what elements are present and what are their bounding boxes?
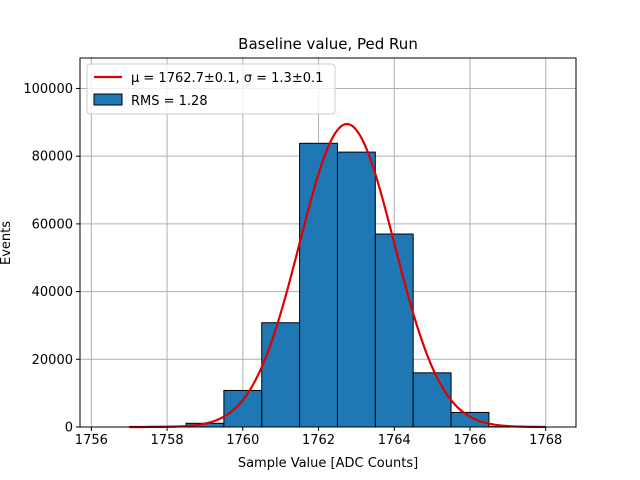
y-axis-ticks: 0 20000 40000 60000 80000 100000 (23, 82, 80, 436)
y-tick-label: 60000 (32, 217, 73, 232)
y-axis-label: Events (0, 221, 14, 265)
plot-frame (79, 57, 577, 428)
y-tick-label: 40000 (32, 285, 73, 300)
x-tick-label: 1762 (302, 433, 335, 448)
gaussian-fit-curve (129, 122, 546, 429)
histogram-bar (299, 142, 338, 428)
legend-fit-label: μ = 1762.7±0.1, σ = 1.3±0.1 (131, 71, 323, 86)
legend-histogram-swatch (93, 93, 123, 106)
x-axis-ticks: 1756 1758 1760 1762 1764 1766 1768 (75, 427, 562, 448)
y-tick-label: 100000 (23, 82, 73, 97)
x-tick-label: 1766 (453, 433, 486, 448)
y-tick-label: 0 (65, 421, 73, 436)
histogram-bar (336, 151, 376, 428)
histogram-bar (261, 322, 301, 428)
x-tick-label: 1764 (378, 433, 411, 448)
histogram-bar (223, 389, 263, 428)
x-tick-label: 1758 (151, 433, 184, 448)
legend-box (86, 63, 336, 115)
x-tick-label: 1768 (529, 433, 562, 448)
histogram-bar (412, 372, 452, 428)
x-axis-label: Sample Value [ADC Counts] (238, 456, 418, 471)
histogram-bars (147, 142, 528, 428)
legend: μ = 1762.7±0.1, σ = 1.3±0.1 RMS = 1.28 (86, 63, 336, 115)
y-tick-label: 20000 (32, 353, 73, 368)
x-tick-label: 1760 (226, 433, 259, 448)
chart-title: Baseline value, Ped Run (238, 35, 418, 53)
histogram-bar (450, 411, 490, 428)
y-tick-label: 80000 (32, 150, 73, 165)
legend-histogram-label: RMS = 1.28 (131, 94, 208, 109)
histogram-bar (374, 233, 414, 428)
x-tick-label: 1756 (75, 433, 108, 448)
